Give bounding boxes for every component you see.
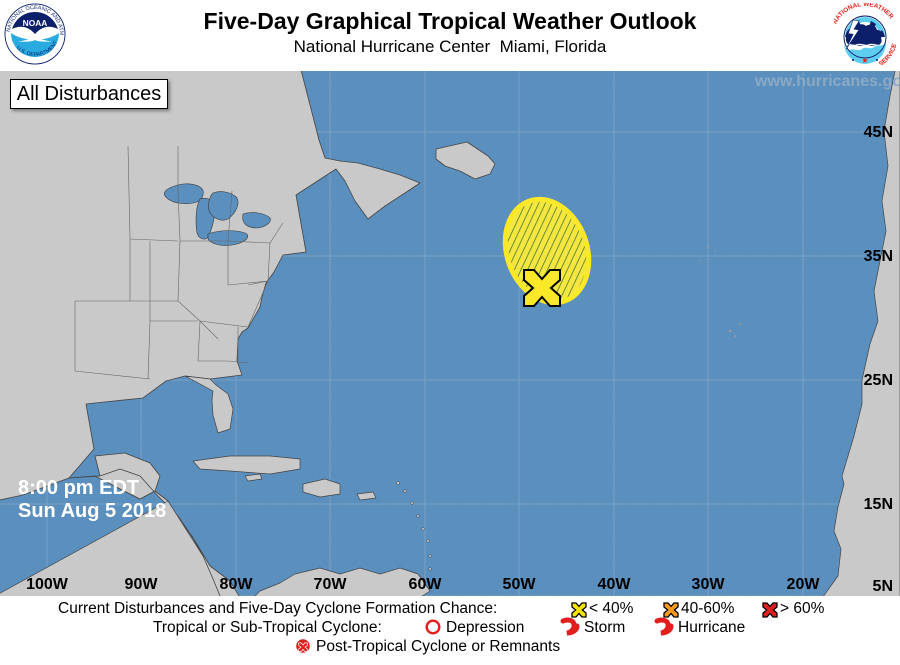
svg-text:80W: 80W (220, 576, 254, 593)
svg-text:40-60%: 40-60% (681, 600, 735, 617)
svg-text:Current Disturbances and Five-: Current Disturbances and Five-Day Cyclon… (58, 600, 497, 617)
svg-text:90W: 90W (125, 576, 159, 593)
svg-text:25N: 25N (864, 372, 893, 389)
svg-text:★: ★ (861, 56, 868, 65)
svg-text:50W: 50W (503, 576, 537, 593)
svg-text:Hurricane: Hurricane (678, 619, 745, 636)
svg-text:> 60%: > 60% (780, 600, 825, 617)
svg-text:Storm: Storm (584, 619, 625, 636)
svg-text:Post-Tropical Cyclone or Remna: Post-Tropical Cyclone or Remnants (316, 638, 560, 655)
svg-text:5N: 5N (873, 578, 893, 595)
svg-text:< 40%: < 40% (589, 600, 634, 617)
svg-text:30W: 30W (692, 576, 726, 593)
svg-text:100W: 100W (26, 576, 69, 593)
svg-text:45N: 45N (864, 124, 893, 141)
svg-text:15N: 15N (864, 496, 893, 513)
svg-text:Tropical or Sub-Tropical Cyclo: Tropical or Sub-Tropical Cyclone: (153, 619, 382, 636)
svg-text:70W: 70W (314, 576, 348, 593)
svg-text:40W: 40W (598, 576, 632, 593)
svg-text:35N: 35N (864, 248, 893, 265)
svg-text:Depression: Depression (446, 619, 524, 636)
svg-text:60W: 60W (409, 576, 443, 593)
svg-text:20W: 20W (787, 576, 821, 593)
